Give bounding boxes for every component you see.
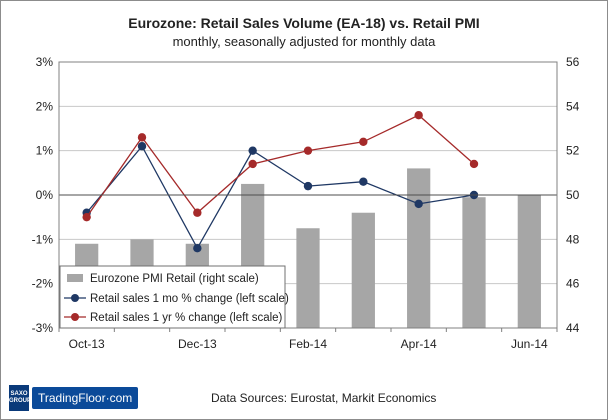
mo-change-point bbox=[414, 199, 423, 209]
yr-change-point bbox=[82, 212, 91, 222]
mo-change-point bbox=[248, 146, 257, 155]
tradingfloor-logo: SAXO GROUP TradingFloor·com bbox=[9, 384, 139, 412]
x-tick-label: Feb-14 bbox=[289, 337, 327, 351]
mo-change-point bbox=[303, 181, 313, 191]
right-tick-label: 50 bbox=[566, 188, 580, 202]
left-tick-label: -3% bbox=[32, 321, 54, 335]
logo-text: TradingFloor·com bbox=[32, 387, 139, 409]
x-tick-label: Apr-14 bbox=[401, 337, 437, 351]
mo-change-point bbox=[359, 177, 368, 186]
legend-swatch-point bbox=[71, 313, 79, 321]
chart-svg: -3% -2% -1% 0% 1% 2% 3% 44 46 48 50 52 54 56 Oct-13 Dec… bbox=[32, 55, 580, 351]
legend-swatch-point bbox=[71, 294, 79, 302]
saxo-group-mark: SAXO GROUP bbox=[9, 385, 32, 411]
left-tick-label: 2% bbox=[36, 99, 54, 113]
legend-label: Retail sales 1 mo % change (left scale) bbox=[90, 293, 289, 305]
x-tick-label: Dec-13 bbox=[178, 337, 217, 351]
yr-change-point bbox=[414, 111, 423, 120]
legend: Eurozone PMI Retail (right scale) Retail … bbox=[59, 265, 289, 329]
left-tick-label: -2% bbox=[32, 277, 54, 291]
legend-label: Retail sales 1 yr % change (left scale) bbox=[90, 312, 283, 324]
legend-label: Eurozone PMI Retail (right scale) bbox=[90, 273, 259, 285]
left-tick-label: 3% bbox=[36, 55, 54, 69]
left-tick-label: 1% bbox=[36, 144, 54, 158]
right-tick-label: 54 bbox=[566, 99, 580, 113]
left-tick-label: -1% bbox=[32, 232, 54, 246]
data-sources: Data Sources: Eurostat, Markit Economics bbox=[211, 391, 437, 405]
logo-mark-bottom: GROUP bbox=[9, 398, 32, 404]
right-tick-label: 44 bbox=[566, 321, 580, 335]
right-tick-label: 48 bbox=[566, 232, 580, 246]
pmi-bar bbox=[517, 195, 541, 328]
chart-title: Eurozone: Retail Sales Volume (EA-18) vs… bbox=[128, 15, 480, 31]
pmi-bar bbox=[351, 212, 375, 328]
yr-change-point bbox=[193, 208, 202, 217]
legend-swatch-pmi bbox=[67, 274, 83, 282]
pmi-bar bbox=[296, 228, 320, 328]
left-tick-label: 0% bbox=[36, 188, 54, 202]
mo-change-line bbox=[86, 145, 475, 250]
right-tick-label: 56 bbox=[566, 55, 580, 69]
axes: -3% -2% -1% 0% 1% 2% 3% 44 46 48 50 52 54 56 Oct-13 Dec… bbox=[32, 55, 580, 351]
series-lines bbox=[82, 111, 479, 253]
pmi-bar bbox=[462, 197, 486, 328]
yr-change-point bbox=[303, 146, 313, 155]
pmi-bar bbox=[407, 168, 431, 328]
yr-change-point bbox=[248, 159, 257, 169]
x-tick-label: Jun-14 bbox=[511, 337, 548, 351]
plot-border bbox=[58, 61, 558, 329]
mo-change-point bbox=[137, 142, 147, 151]
legend-box bbox=[59, 265, 286, 329]
chart-subtitle: monthly, seasonally adjusted for monthly… bbox=[172, 34, 436, 49]
right-tick-label: 46 bbox=[566, 277, 580, 291]
x-tick-label: Oct-13 bbox=[69, 337, 105, 351]
logo-mark-top: SAXO bbox=[10, 391, 28, 397]
right-tick-label: 52 bbox=[566, 144, 580, 158]
yr-change-point bbox=[137, 133, 147, 142]
yr-change-point bbox=[469, 159, 479, 169]
mo-change-point bbox=[193, 244, 202, 253]
yr-change-line bbox=[86, 114, 475, 218]
yr-change-point bbox=[359, 137, 368, 146]
